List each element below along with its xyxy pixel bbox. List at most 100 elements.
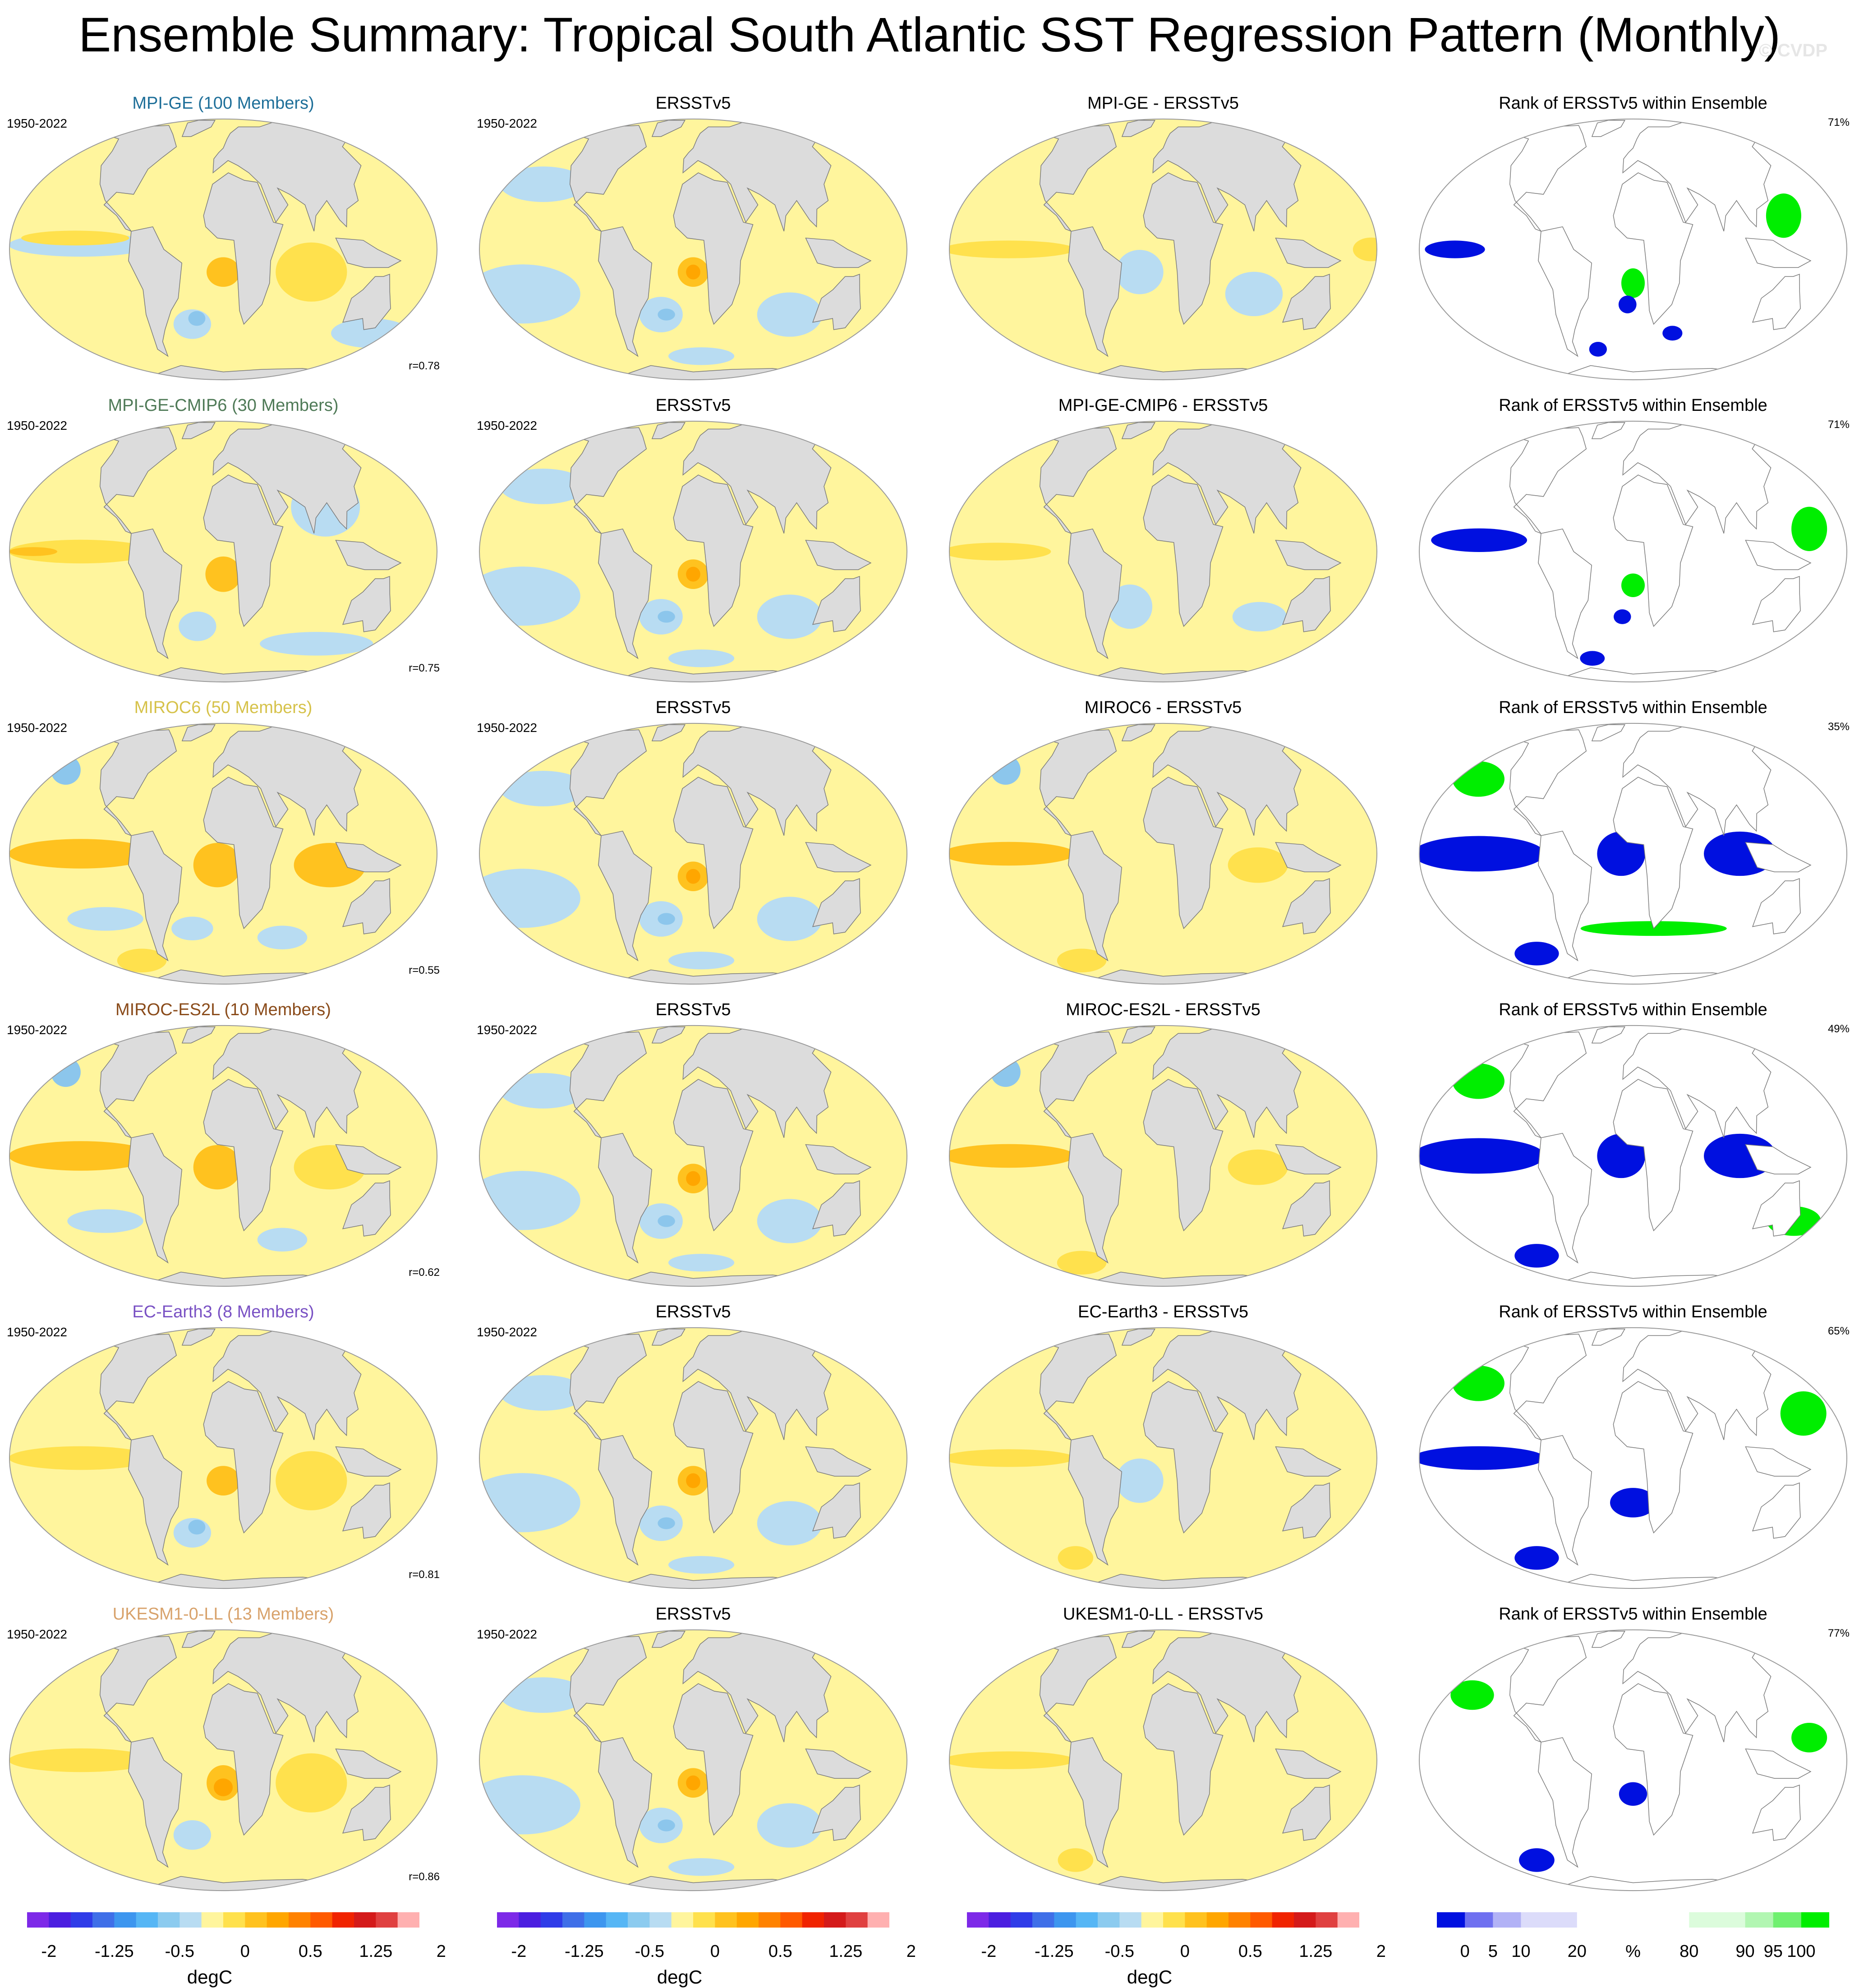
period-label: 1950-2022 bbox=[7, 721, 67, 735]
period-label: 1950-2022 bbox=[477, 1627, 537, 1641]
land-africa bbox=[1613, 474, 1693, 627]
land-north-america bbox=[99, 1334, 177, 1441]
land-north-america bbox=[99, 125, 177, 232]
colorbar-tick-label: 0.5 bbox=[768, 1942, 792, 1961]
rank-title: Rank of ERSSTv5 within Ensemble bbox=[1499, 1302, 1767, 1321]
rank-percent: 77% bbox=[1827, 1627, 1850, 1639]
anomaly-region-pos3 bbox=[686, 1473, 700, 1488]
anomaly-region-pos1 bbox=[117, 948, 167, 972]
model-panel: MIROC6 (50 Members) 1950-2022 r=0.55 bbox=[7, 698, 440, 987]
anomaly-region-rank_low bbox=[1610, 1488, 1657, 1518]
land-australia bbox=[1752, 878, 1801, 934]
colorbar-swatch bbox=[354, 1912, 376, 1928]
anomaly-region-neg1 bbox=[668, 1556, 735, 1574]
observation-panel: ERSSTv5 1950-2022 bbox=[477, 1000, 910, 1289]
anomaly-region-pos2 bbox=[193, 1145, 242, 1190]
colorbar-swatch bbox=[1250, 1912, 1273, 1928]
colorbar-tick-label: 2 bbox=[906, 1942, 916, 1961]
colorbar-swatch bbox=[584, 1912, 607, 1928]
observation-title: ERSSTv5 bbox=[655, 396, 731, 415]
observation-title: ERSSTv5 bbox=[655, 698, 731, 717]
land-north-america bbox=[1039, 1031, 1117, 1139]
anomaly-region-rank_high bbox=[1766, 193, 1801, 238]
map-border bbox=[9, 723, 438, 985]
land-north-america bbox=[569, 1031, 647, 1139]
colorbar-swatch bbox=[967, 1912, 989, 1928]
colorbar-swatch bbox=[1010, 1912, 1033, 1928]
land-eurasia bbox=[212, 424, 362, 534]
land-greenland bbox=[1121, 724, 1155, 741]
land-australia bbox=[812, 274, 861, 330]
land-eurasia bbox=[682, 1330, 832, 1440]
rank-percent: 49% bbox=[1827, 1023, 1850, 1035]
land-africa bbox=[1143, 1683, 1224, 1836]
land-south-america bbox=[1538, 226, 1592, 357]
land-australia bbox=[342, 1785, 391, 1841]
difference-map bbox=[948, 119, 1378, 380]
land-australia bbox=[812, 1180, 861, 1237]
land-africa bbox=[1613, 777, 1693, 930]
anomaly-region-neg2 bbox=[188, 1519, 206, 1535]
colorbar-swatch bbox=[1437, 1912, 1465, 1928]
anomaly-region-rank_high bbox=[1791, 1723, 1827, 1753]
rank-map bbox=[1418, 421, 1848, 682]
land-north-america bbox=[99, 1636, 177, 1743]
colorbar-swatch bbox=[1521, 1912, 1578, 1928]
land-australia bbox=[342, 274, 391, 330]
land-north-america bbox=[1509, 1636, 1587, 1743]
land-australia bbox=[1752, 576, 1801, 632]
anomaly-region-pos1 bbox=[276, 242, 347, 302]
colorbar-tick-label: -0.5 bbox=[165, 1942, 195, 1961]
land-indonesia bbox=[1275, 1446, 1342, 1477]
land-indonesia bbox=[1745, 539, 1812, 570]
difference-map bbox=[948, 723, 1378, 985]
land-africa bbox=[203, 1381, 284, 1534]
rank-panel: Rank of ERSSTv5 within Ensemble 71% bbox=[1417, 396, 1850, 685]
map-border bbox=[9, 1025, 438, 1287]
land-eurasia bbox=[682, 424, 832, 534]
land-north-america bbox=[1509, 1334, 1587, 1441]
anomaly-region-pos1 bbox=[1228, 847, 1288, 883]
colorbar-swatch bbox=[92, 1912, 115, 1928]
anomaly-region-neg1 bbox=[499, 1677, 587, 1713]
colorbar-swatch bbox=[606, 1912, 628, 1928]
land-eurasia bbox=[1622, 1028, 1772, 1138]
map-border bbox=[9, 1629, 438, 1891]
land-australia bbox=[1282, 576, 1331, 632]
anomaly-region-neg1 bbox=[173, 1820, 212, 1850]
land-south-america bbox=[1538, 1435, 1592, 1566]
anomaly-region-neg1 bbox=[67, 1209, 143, 1233]
land-greenland bbox=[651, 422, 686, 439]
land-australia bbox=[342, 576, 391, 632]
colorbar-swatch bbox=[1032, 1912, 1054, 1928]
colorbar-tick-label: -0.5 bbox=[635, 1942, 665, 1961]
land-north-america bbox=[1509, 125, 1587, 232]
anomaly-region-neg1 bbox=[757, 1803, 823, 1848]
anomaly-region-rank_low bbox=[1589, 341, 1607, 357]
land-indonesia bbox=[805, 1446, 872, 1477]
colorbar-swatch bbox=[497, 1912, 519, 1928]
anomaly-region-rank_low bbox=[1613, 609, 1631, 624]
anomaly-region-rank_low bbox=[1431, 528, 1527, 552]
observation-regression-map bbox=[479, 421, 908, 682]
colorbar-swatch bbox=[114, 1912, 137, 1928]
anomaly-region-pos2 bbox=[9, 1141, 153, 1171]
pattern-correlation: r=0.78 bbox=[409, 360, 440, 372]
anomaly-region-neg1 bbox=[757, 897, 823, 941]
colorbar-swatch bbox=[201, 1912, 224, 1928]
land-eurasia bbox=[1152, 122, 1302, 232]
land-greenland bbox=[651, 724, 686, 741]
land-africa bbox=[1613, 1079, 1693, 1232]
difference-panel: MPI-GE-CMIP6 - ERSSTv5 bbox=[947, 396, 1380, 685]
land-indonesia bbox=[1745, 1748, 1812, 1779]
period-label: 1950-2022 bbox=[7, 1023, 67, 1037]
colorbar-tick-label: 1.25 bbox=[829, 1942, 863, 1961]
land-north-america bbox=[1039, 729, 1117, 837]
colorbar-swatch bbox=[1163, 1912, 1185, 1928]
observation-regression-map bbox=[479, 1629, 908, 1891]
anomaly-region-pos2 bbox=[9, 839, 153, 869]
map-border bbox=[1418, 1327, 1848, 1589]
colorbar-swatch bbox=[289, 1912, 311, 1928]
anomaly-region-pos3 bbox=[686, 1775, 700, 1790]
land-greenland bbox=[1121, 120, 1155, 137]
